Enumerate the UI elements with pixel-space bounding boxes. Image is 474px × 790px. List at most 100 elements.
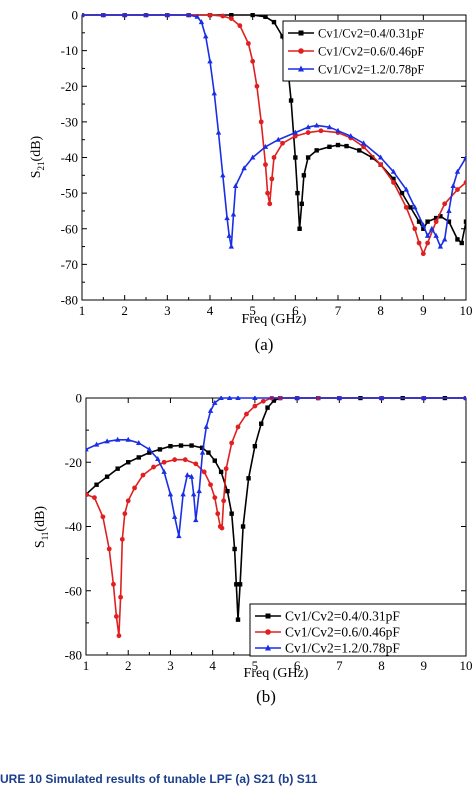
data-point: [412, 226, 418, 232]
data-point: [246, 476, 251, 481]
data-point: [140, 472, 146, 478]
data-point: [136, 439, 142, 445]
data-point: [114, 614, 119, 619]
x-tick-label: 9: [420, 303, 427, 318]
data-point: [157, 447, 163, 452]
y-tick-label: -20: [61, 79, 78, 94]
data-point: [182, 457, 188, 463]
chart-figure: 1 2 3 4 5 6 7 8 9 100-10-20-30-40-50-60-70-80Freq…: [29, 8, 473, 707]
x-tick-label: 4: [209, 658, 216, 673]
legend-marker: [265, 613, 271, 619]
data-point: [161, 459, 167, 465]
data-point: [446, 219, 452, 224]
data-point: [237, 23, 243, 29]
x-tick-label: 1: [79, 303, 86, 318]
data-point: [421, 226, 426, 231]
data-point: [211, 90, 217, 96]
data-point: [441, 236, 448, 242]
data-point: [196, 488, 202, 494]
series-2: [86, 396, 466, 639]
data-point: [336, 396, 343, 400]
data-point: [244, 411, 249, 417]
data-point: [226, 396, 233, 400]
data-point: [235, 396, 241, 400]
data-point: [446, 207, 452, 213]
legend-marker: [265, 629, 271, 635]
data-point: [299, 201, 304, 207]
data-point: [455, 237, 460, 242]
data-point: [193, 461, 199, 467]
data-point: [305, 130, 311, 135]
data-point: [146, 446, 153, 452]
data-point: [114, 436, 121, 442]
data-point: [378, 396, 385, 400]
y-tick-label: -20: [65, 455, 82, 470]
data-point: [241, 165, 247, 171]
data-point: [335, 127, 341, 133]
data-point: [463, 180, 466, 185]
y-tick-label: -40: [65, 519, 82, 534]
data-point: [463, 154, 466, 160]
data-point: [119, 536, 125, 542]
data-point: [267, 201, 273, 207]
x-axis-label: Freq (GHz): [244, 666, 309, 681]
data-point: [378, 162, 384, 168]
data-point: [212, 495, 218, 500]
data-point: [223, 466, 229, 472]
x-axis-label: Freq (GHz): [242, 312, 307, 327]
data-point: [93, 441, 100, 447]
data-point: [125, 498, 131, 504]
data-point: [348, 133, 354, 139]
data-point: [189, 443, 194, 448]
legend-label: Cv1/Cv2=0.6/0.46pF: [285, 625, 400, 640]
series-3: [86, 396, 466, 539]
data-point: [420, 251, 426, 257]
data-point: [125, 436, 131, 442]
series-line: [86, 397, 466, 637]
data-point: [118, 594, 124, 600]
data-point: [199, 445, 205, 450]
data-point: [269, 176, 275, 182]
data-point: [86, 491, 89, 497]
data-point: [224, 215, 230, 221]
data-point: [258, 119, 264, 125]
data-point: [314, 148, 319, 153]
data-point: [271, 19, 277, 25]
data-point: [294, 396, 300, 400]
legend-marker: [298, 65, 304, 72]
data-point: [206, 450, 211, 455]
data-point: [164, 13, 171, 17]
data-point: [408, 205, 413, 210]
data-point: [416, 240, 422, 246]
data-point: [442, 201, 448, 207]
data-point: [438, 214, 443, 219]
data-point: [100, 514, 106, 520]
data-point: [208, 482, 213, 488]
data-point: [212, 399, 218, 405]
data-point: [360, 140, 367, 146]
data-point: [218, 396, 224, 400]
data-point: [230, 211, 237, 217]
x-tick-label: 3: [164, 303, 171, 318]
legend: Cv1/Cv2=0.4/0.31pF Cv1/Cv2=0.6/0.46pF Cv1/…: [282, 20, 467, 82]
data-point: [221, 498, 227, 504]
data-point: [215, 129, 222, 135]
data-point: [463, 396, 466, 400]
data-point: [250, 13, 255, 18]
data-point: [86, 446, 89, 452]
legend-box: [282, 20, 467, 82]
y-tick-label: -30: [61, 114, 78, 129]
y-tick-label: 0: [76, 391, 83, 406]
series-line: [86, 397, 466, 621]
data-point: [305, 155, 311, 160]
data-point: [455, 187, 460, 192]
data-point: [275, 136, 281, 142]
data-point: [433, 232, 439, 238]
y-axis-label: S21(dB): [29, 135, 46, 178]
data-point: [82, 13, 85, 17]
data-point: [280, 140, 285, 146]
data-point: [229, 440, 235, 446]
data-point: [92, 495, 97, 500]
x-tick-label: 1: [83, 658, 90, 673]
